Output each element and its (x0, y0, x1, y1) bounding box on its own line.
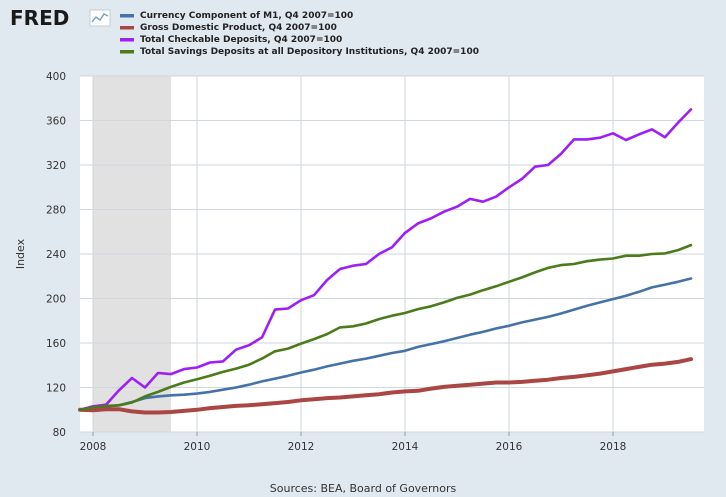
y-tick-label-6: 320 (46, 160, 66, 172)
gridlines (80, 75, 704, 433)
legend-swatch-0 (120, 14, 134, 18)
y-tick-label-3: 200 (46, 294, 66, 306)
x-tick-label-5: 2018 (600, 441, 627, 453)
series-line-2[interactable] (78, 108, 693, 412)
x-axis-ticks: 2008 2010 2012 2014 2016 2018 (80, 432, 627, 453)
y-tick-label-0: 80 (53, 427, 66, 439)
x-tick-label-0: 2008 (80, 441, 107, 453)
x-tick-label-4: 2016 (496, 441, 523, 453)
legend: Currency Component of M1, Q4 2007=100 Gro… (120, 11, 479, 57)
y-axis-title: Index (14, 238, 27, 269)
legend-label-0[interactable]: Currency Component of M1, Q4 2007=100 (140, 11, 353, 21)
x-tick-label-3: 2014 (392, 441, 419, 453)
series-line-1[interactable] (78, 357, 693, 415)
legend-label-1[interactable]: Gross Domestic Product, Q4 2007=100 (140, 23, 337, 33)
series-line-3[interactable] (78, 243, 693, 412)
y-tick-label-8: 400 (46, 71, 66, 83)
header: FRED Currency Component of M1, Q4 2007=1… (10, 6, 479, 57)
legend-swatch-3 (120, 50, 134, 54)
legend-swatch-1 (120, 26, 134, 30)
x-tick-label-2: 2012 (288, 441, 315, 453)
y-axis-ticks: 80 120 160 200 240 280 320 360 400 (46, 71, 66, 439)
legend-swatch-2 (120, 38, 134, 42)
source-note: Sources: BEA, Board of Governors (270, 482, 457, 495)
y-tick-label-2: 160 (46, 338, 66, 350)
brand-name[interactable]: FRED (10, 6, 69, 30)
series-lines (78, 108, 693, 415)
y-tick-label-7: 360 (46, 116, 66, 128)
series-line-0[interactable] (78, 277, 693, 412)
y-tick-label-1: 120 (46, 383, 66, 395)
legend-label-3[interactable]: Total Savings Deposits at all Depository… (140, 47, 479, 57)
x-tick-label-1: 2010 (184, 441, 211, 453)
y-tick-label-4: 240 (46, 249, 66, 261)
line-chart-icon (89, 9, 111, 27)
y-tick-label-5: 280 (46, 205, 66, 217)
legend-label-2[interactable]: Total Checkable Deposits, Q4 2007=100 (140, 35, 342, 45)
